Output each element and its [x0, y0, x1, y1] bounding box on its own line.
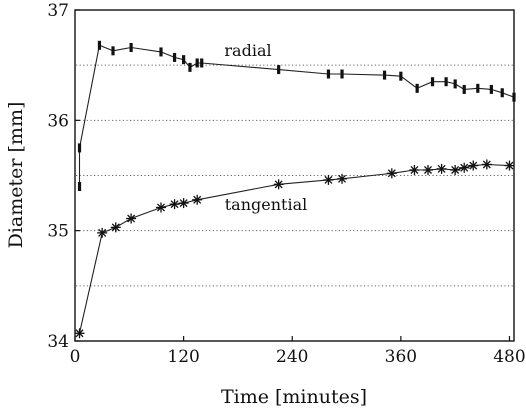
y-tick-label: 36	[47, 111, 69, 131]
data-point	[195, 58, 199, 68]
data-point	[192, 194, 203, 205]
data-point	[126, 213, 137, 224]
data-point	[273, 179, 284, 190]
x-tick-label: 120	[167, 347, 199, 367]
data-point	[399, 71, 403, 81]
data-point	[444, 77, 448, 87]
x-axis-title: Time [minutes]	[221, 386, 367, 408]
series-label-radial: radial	[224, 41, 271, 60]
data-point	[415, 83, 419, 93]
x-tick-label: 480	[493, 347, 525, 367]
data-point	[500, 88, 504, 98]
data-point	[453, 79, 457, 89]
data-point	[323, 174, 334, 185]
data-point	[436, 163, 447, 174]
x-tick-label: 240	[276, 347, 308, 367]
data-point	[337, 173, 348, 184]
data-point	[129, 43, 133, 53]
series-radial	[77, 40, 516, 192]
axis-layer: 0 120 240 360 480 34 35 36 37	[47, 1, 525, 367]
data-point	[382, 70, 387, 80]
data-point	[97, 227, 108, 238]
data-point	[182, 55, 186, 65]
data-point	[159, 47, 163, 57]
data-point	[169, 199, 180, 210]
data-point	[326, 69, 331, 79]
data-point	[489, 84, 493, 94]
data-point	[77, 182, 82, 192]
data-point	[97, 40, 102, 50]
plot-frame	[74, 9, 515, 342]
series-line-tangential	[78, 163, 510, 334]
data-point	[423, 164, 434, 175]
data-point	[277, 65, 281, 75]
data-point	[386, 168, 397, 179]
data-point	[172, 52, 177, 62]
data-point	[476, 83, 480, 93]
y-axis-title: Diameter [mm]	[5, 102, 27, 249]
data-point	[77, 143, 82, 153]
data-point	[178, 198, 189, 209]
data-point	[481, 159, 492, 170]
data-point	[110, 222, 121, 233]
data-point	[74, 328, 85, 339]
data-point	[155, 202, 166, 213]
series-label-tangential: tangential	[225, 195, 308, 214]
x-tick-label: 360	[385, 347, 417, 367]
y-tick-label: 34	[47, 332, 69, 352]
data-point	[504, 160, 515, 171]
data-point	[450, 164, 461, 175]
data-point	[409, 164, 420, 175]
data-point	[340, 69, 344, 79]
y-tick-label: 37	[47, 1, 69, 21]
data-point	[468, 160, 479, 171]
data-point	[459, 162, 470, 173]
series-line-radial	[78, 44, 515, 187]
series-tangential	[74, 159, 515, 339]
x-tick-label: 0	[70, 347, 81, 367]
data-point	[188, 62, 192, 72]
data-point	[462, 84, 466, 94]
y-tick-label: 35	[47, 222, 69, 242]
data-point	[430, 77, 435, 87]
data-point	[200, 58, 204, 68]
grid-layer	[76, 64, 513, 287]
series-layer: radial tangential	[74, 40, 516, 339]
data-point	[111, 46, 115, 56]
